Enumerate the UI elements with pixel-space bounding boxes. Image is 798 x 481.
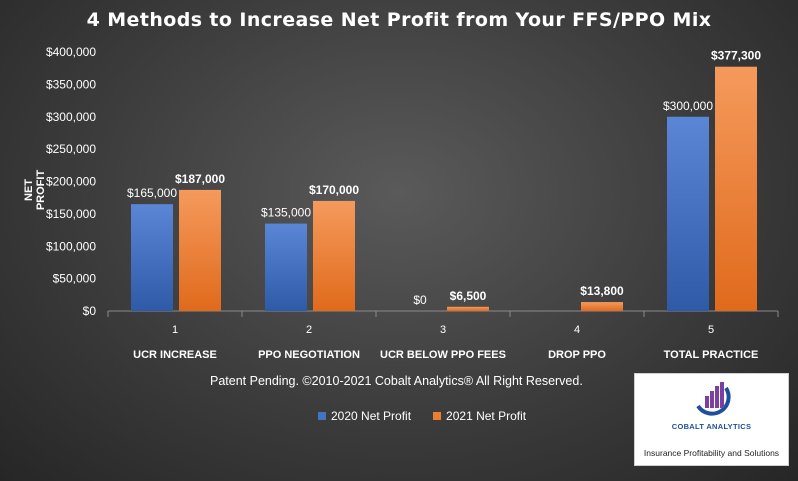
chart-title: 4 Methods to Increase Net Profit from Yo…	[86, 9, 712, 31]
bar-2021	[179, 189, 221, 311]
copyright-footer: Patent Pending. ©2010-2021 Cobalt Analyt…	[210, 374, 583, 388]
category-label: TOTAL PRACTICE	[664, 349, 759, 361]
data-label: $13,800	[580, 284, 624, 298]
data-label: $135,000	[261, 206, 311, 220]
bar-2020	[667, 116, 709, 311]
x-tick-label: 5	[708, 324, 714, 336]
bar-2021	[447, 306, 489, 311]
y-tick-label: $150,000	[46, 207, 96, 221]
y-tick-label: $200,000	[46, 175, 96, 189]
company-logo: COBALT ANALYTICS Insurance Profitability…	[634, 373, 789, 466]
data-label: $377,300	[711, 49, 761, 63]
category-label: DROP PPO	[548, 349, 606, 361]
data-label: $187,000	[175, 172, 225, 186]
data-label: $300,000	[663, 99, 713, 113]
category-label: UCR BELOW PPO FEES	[380, 349, 506, 361]
category-label: UCR INCREASE	[133, 349, 217, 361]
cobalt-analytics-logo-icon	[696, 382, 731, 416]
bar-2021	[581, 302, 623, 311]
legend-label-2020: 2020 Net Profit	[331, 409, 412, 423]
x-tick-label: 4	[574, 324, 580, 336]
legend-swatch-2021	[433, 412, 442, 420]
logo-tagline: Insurance Profitability and Solutions	[643, 448, 780, 458]
y-tick-label: $100,000	[46, 239, 96, 253]
bar-2021	[313, 200, 355, 311]
legend-swatch-2020	[318, 412, 326, 420]
x-tick-label: 2	[306, 324, 312, 336]
data-label: $6,500	[450, 289, 487, 303]
data-label: $0	[413, 293, 427, 307]
data-label: $165,000	[127, 186, 177, 200]
bar-2020	[131, 204, 173, 311]
data-label: $170,000	[309, 183, 359, 197]
y-tick-label: $400,000	[46, 45, 96, 59]
legend-item-2021: 2021 Net Profit	[433, 409, 526, 423]
x-tick-label: 1	[172, 324, 178, 336]
logo-company-name: COBALT ANALYTICS	[671, 422, 752, 431]
y-tick-label: $0	[83, 304, 97, 318]
y-tick-label: $300,000	[46, 110, 96, 124]
y-axis-label: NET PROFIT	[23, 169, 47, 211]
y-tick-label: $250,000	[46, 142, 96, 156]
y-tick-label: $50,000	[53, 272, 97, 286]
x-tick-label: 3	[440, 324, 446, 336]
bar-2021	[715, 66, 757, 312]
bar-2020	[265, 223, 307, 311]
y-tick-label: $350,000	[46, 77, 96, 91]
legend: 2020 Net Profit 2021 Net Profit	[318, 409, 526, 423]
category-label: PPO NEGOTIATION	[258, 349, 360, 361]
legend-label-2021: 2021 Net Profit	[446, 409, 527, 423]
legend-item-2020: 2020 Net Profit	[318, 409, 411, 423]
